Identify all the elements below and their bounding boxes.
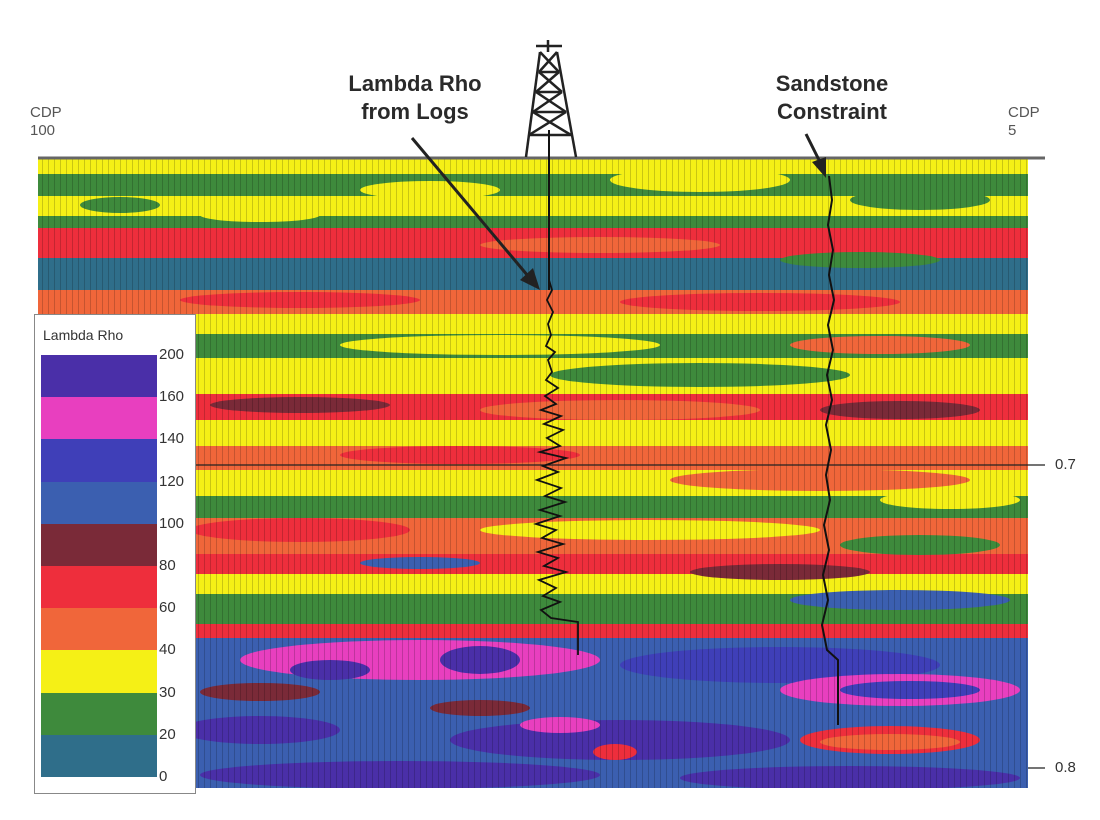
legend-tick-label: 120 — [159, 472, 185, 490]
cdp-left-number: 100 — [30, 122, 56, 139]
callout-line: Constraint — [777, 99, 887, 124]
legend-tick-label: 0 — [159, 768, 168, 785]
time-tick-label: 0.7 — [1055, 456, 1076, 473]
legend-tick-label: 30 — [159, 683, 176, 701]
legend-swatch-20-30 — [41, 692, 157, 736]
legend-swatch-160-200 — [41, 355, 157, 398]
lambda-rho-from-logs-callout: Lambda Rho from Logs — [320, 70, 510, 126]
derrick-icon — [524, 40, 578, 158]
cdp-right-label: CDP 5 — [1008, 104, 1040, 140]
callout-line: Sandstone — [775, 71, 889, 96]
lambda-rho-arrow — [410, 137, 540, 290]
color-scale-legend: Lambda Rho 200 160 140 120 100 80 60 40 30 20 0 — [34, 314, 196, 794]
legend-tick-label: 140 — [159, 430, 185, 448]
cdp-right-title: CDP — [1008, 104, 1040, 121]
legend-swatch-120-140 — [41, 439, 157, 483]
legend-swatch-100-120 — [41, 481, 157, 525]
legend-title: Lambda Rho — [43, 327, 124, 343]
legend-swatch-140-160 — [41, 397, 157, 440]
callout-line: Lambda Rho — [348, 71, 482, 96]
cdp-right-number: 5 — [1008, 122, 1017, 139]
legend-tick-label: 160 — [159, 388, 185, 406]
cdp-left-label: CDP 100 — [30, 104, 62, 140]
legend-tick-label: 20 — [159, 725, 176, 743]
legend-swatch-80-100 — [41, 523, 157, 567]
sandstone-arrow — [804, 133, 826, 178]
lambda-rho-log-curve — [533, 279, 579, 655]
time-tick-label: 0.8 — [1055, 759, 1076, 776]
legend-swatch-40-60 — [41, 608, 157, 651]
legend-tick-label: 40 — [159, 641, 176, 659]
legend-swatch-0-20 — [41, 734, 157, 778]
legend-tick-label: 80 — [159, 557, 176, 574]
sandstone-constraint-callout: Sandstone Constraint — [742, 70, 922, 126]
legend-tick-label: 60 — [159, 599, 176, 617]
sandstone-constraint-curve — [820, 175, 839, 725]
legend-tick-label: 100 — [159, 514, 185, 532]
legend-tick-label: 200 — [159, 346, 185, 363]
legend-swatch-60-80 — [41, 566, 157, 609]
legend-swatch-30-40 — [41, 650, 157, 694]
cdp-left-title: CDP — [30, 104, 62, 121]
callout-line: from Logs — [361, 99, 469, 124]
